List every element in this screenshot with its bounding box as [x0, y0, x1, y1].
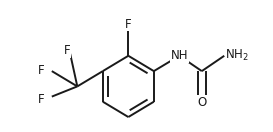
Text: F: F — [38, 93, 45, 106]
Text: O: O — [197, 96, 206, 109]
Text: F: F — [38, 64, 45, 77]
Text: F: F — [125, 18, 132, 31]
Text: NH: NH — [171, 49, 188, 62]
Text: F: F — [64, 44, 70, 57]
Text: NH$_2$: NH$_2$ — [225, 48, 249, 63]
